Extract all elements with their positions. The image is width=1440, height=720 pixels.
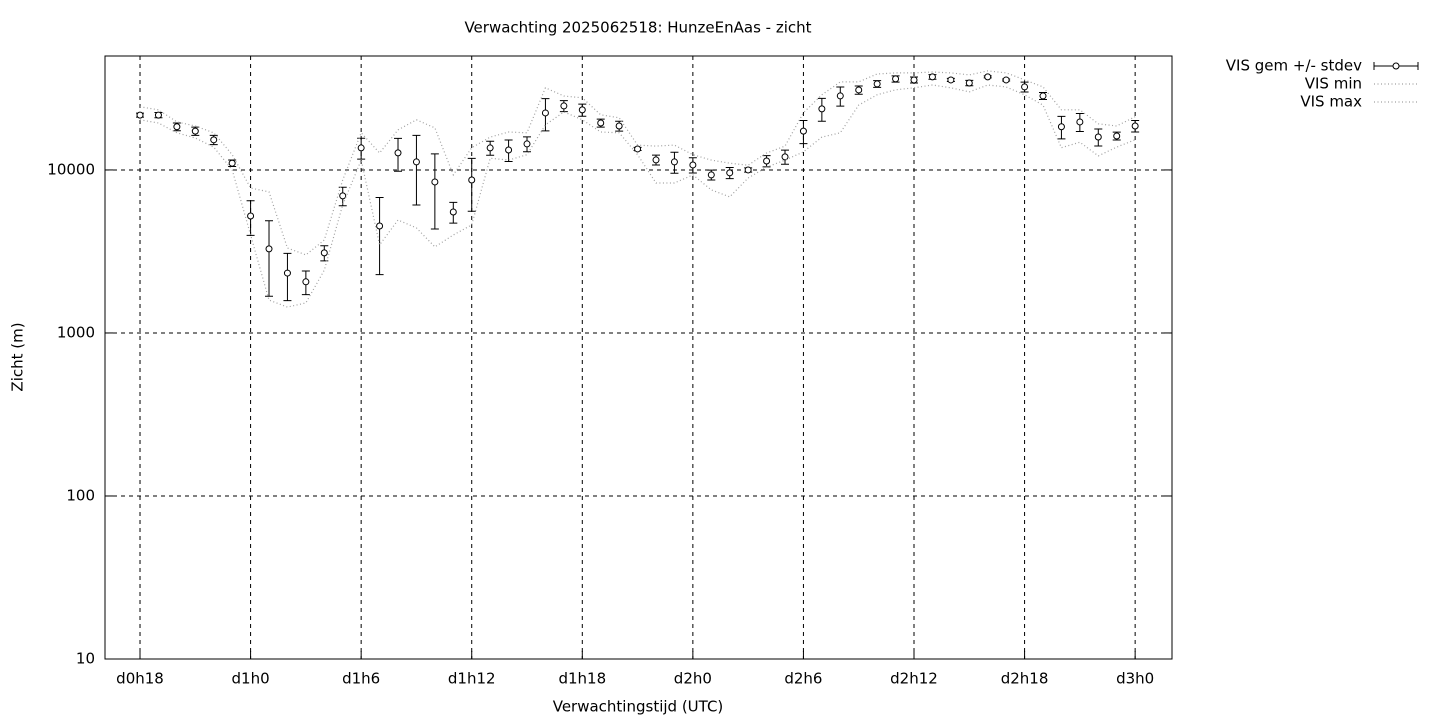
point — [615, 122, 623, 130]
point — [984, 73, 992, 81]
point — [523, 140, 531, 148]
error-bar — [283, 252, 292, 302]
point — [283, 269, 291, 277]
plot-frame — [104, 55, 1173, 660]
point — [836, 92, 844, 100]
point — [965, 79, 973, 87]
point — [670, 158, 678, 166]
point — [947, 76, 955, 84]
point — [320, 249, 328, 257]
point — [1002, 76, 1010, 84]
x-tick-label: d2h0 — [674, 670, 712, 688]
point — [412, 158, 420, 166]
point — [689, 161, 697, 169]
error-bar — [265, 220, 274, 297]
chart-title: Verwachting 2025062518: HunzeEnAas - zic… — [464, 19, 811, 37]
x-tick-label: d1h0 — [232, 670, 270, 688]
error-bar — [467, 157, 476, 212]
x-tick-label: d3h0 — [1116, 670, 1154, 688]
y-tick-label: 10 — [76, 650, 95, 668]
point — [597, 119, 605, 127]
y-axis-label: Zicht (m) — [9, 322, 27, 391]
point — [228, 159, 236, 167]
y-tick-label: 1000 — [57, 323, 95, 341]
point — [191, 127, 199, 135]
point — [1039, 92, 1047, 100]
point — [744, 166, 752, 174]
point — [247, 212, 255, 220]
point — [1021, 83, 1029, 91]
point — [560, 102, 568, 110]
point — [449, 208, 457, 216]
point — [210, 136, 218, 144]
point — [357, 144, 365, 152]
x-axis-label: Verwachtingstijd (UTC) — [553, 698, 724, 716]
x-tick-label: d1h12 — [448, 670, 496, 688]
y-tick-label: 100 — [66, 486, 95, 504]
point — [1076, 118, 1084, 126]
point — [541, 109, 549, 117]
point — [1113, 132, 1121, 140]
x-tick-label: d2h6 — [784, 670, 822, 688]
x-tick-label: d2h18 — [1001, 670, 1049, 688]
point — [799, 127, 807, 135]
point — [652, 156, 660, 164]
point — [578, 106, 586, 114]
point — [173, 123, 181, 131]
point — [855, 86, 863, 94]
point — [928, 73, 936, 81]
point — [302, 278, 310, 286]
point — [339, 192, 347, 200]
legend-label: VIS max — [1300, 93, 1362, 111]
y-tick-label: 10000 — [47, 160, 95, 178]
point — [726, 169, 734, 177]
legend-label: VIS gem +/- stdev — [1226, 57, 1362, 75]
x-tick-label: d1h18 — [558, 670, 606, 688]
point — [910, 76, 918, 84]
x-tick-label: d0h18 — [116, 670, 164, 688]
error-bar — [430, 153, 439, 230]
point — [431, 178, 439, 186]
x-tick-label: d2h12 — [890, 670, 938, 688]
point — [873, 80, 881, 88]
point — [781, 153, 789, 161]
point — [265, 245, 273, 253]
point — [1057, 123, 1065, 131]
point — [486, 144, 494, 152]
point — [892, 75, 900, 83]
legend-swatch — [1392, 62, 1400, 70]
point — [1131, 122, 1139, 130]
error-bar — [375, 196, 384, 276]
point — [136, 111, 144, 119]
point — [634, 145, 642, 153]
point — [376, 222, 384, 230]
point — [818, 105, 826, 113]
legend-label: VIS min — [1305, 75, 1362, 93]
point — [468, 176, 476, 184]
point — [707, 171, 715, 179]
x-tick-label: d1h6 — [342, 670, 380, 688]
point — [394, 149, 402, 157]
error-bar — [412, 134, 421, 206]
point — [154, 111, 162, 119]
point — [1094, 133, 1102, 141]
point — [505, 146, 513, 154]
series-line — [139, 70, 1136, 256]
series-line — [139, 84, 1136, 308]
point — [763, 157, 771, 165]
